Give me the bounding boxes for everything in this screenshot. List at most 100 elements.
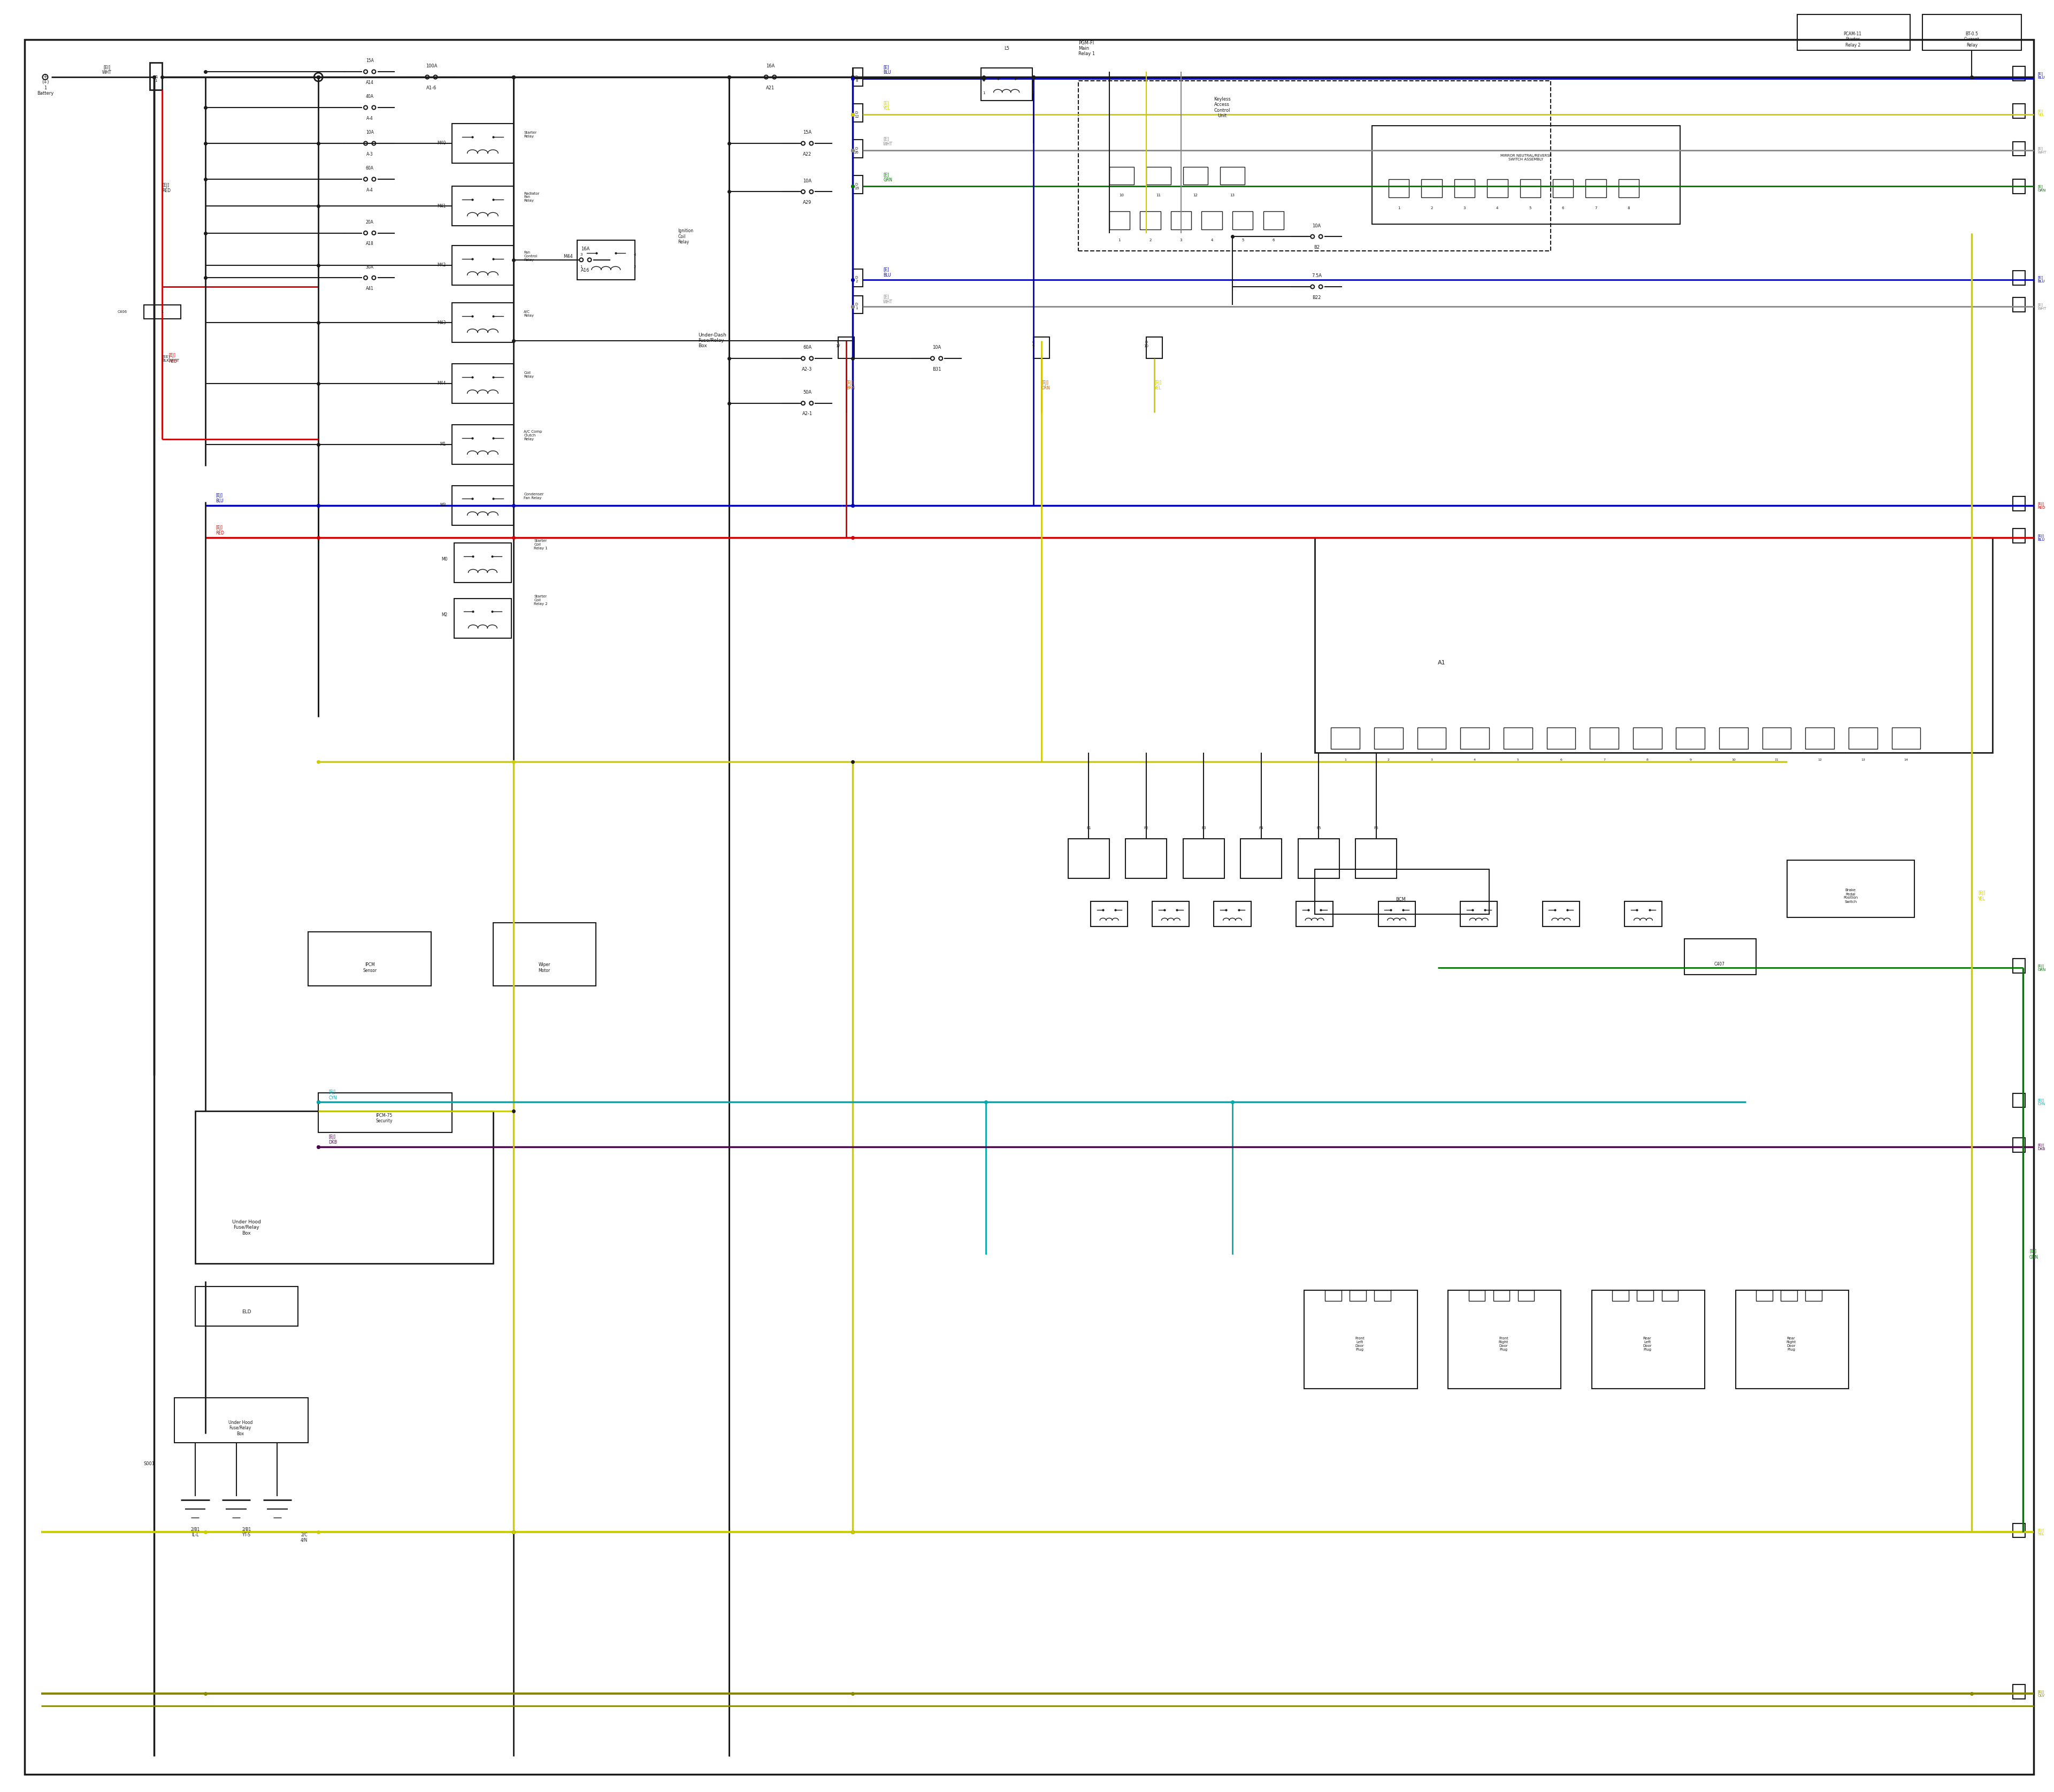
Bar (454, 543, 511, 582)
Bar (1504, 728, 1532, 749)
Bar (1298, 839, 1339, 878)
Circle shape (579, 258, 583, 262)
Bar (454, 599, 511, 638)
Text: M44: M44 (563, 254, 573, 258)
Text: Rear
Left
Door
Plug: Rear Left Door Plug (1643, 1337, 1651, 1351)
Text: [EJ]
CYN: [EJ] CYN (329, 1090, 337, 1100)
Text: 10A: 10A (366, 131, 374, 134)
Text: 3: 3 (1462, 206, 1467, 210)
Bar (2013, 297, 2025, 312)
Text: Starter
Relay: Starter Relay (524, 131, 536, 138)
Bar (852, 176, 863, 194)
Bar (1171, 211, 1191, 229)
Bar (1762, 728, 1791, 749)
Bar (1126, 839, 1167, 878)
Text: A22: A22 (803, 152, 811, 156)
Bar (1146, 167, 1171, 185)
Bar (1421, 179, 1442, 197)
Text: 50A: 50A (803, 391, 811, 394)
Text: A14: A14 (366, 81, 374, 84)
Circle shape (364, 276, 368, 280)
Bar (2013, 66, 2025, 81)
Text: 2: 2 (1148, 238, 1152, 242)
Text: M3: M3 (440, 504, 446, 507)
Text: 1: 1 (1397, 206, 1401, 210)
Text: [EJ]
RED: [EJ] RED (168, 353, 177, 364)
Text: T1
1: T1 1 (154, 75, 158, 82)
Bar (1805, 728, 1834, 749)
Text: A1-6: A1-6 (425, 86, 438, 90)
Text: IPCM
Sensor: IPCM Sensor (364, 962, 376, 973)
Text: 2/C
4/N: 2/C 4/N (300, 1532, 308, 1543)
Text: 7: 7 (1594, 206, 1598, 210)
Text: L5: L5 (1004, 47, 1009, 50)
Circle shape (372, 177, 376, 181)
Text: ELD: ELD (242, 1310, 251, 1314)
Text: 6: 6 (1561, 206, 1565, 210)
Text: [E]
WHT: [E] WHT (2038, 303, 2046, 310)
Bar (1736, 1290, 1849, 1389)
Bar (1892, 728, 1920, 749)
Text: Under Hood
Fuse/Relay
Box: Under Hood Fuse/Relay Box (228, 1421, 253, 1435)
Text: 1: 1 (1343, 758, 1347, 762)
Bar (308, 932, 431, 986)
Circle shape (364, 177, 368, 181)
Circle shape (372, 70, 376, 73)
Text: 1: 1 (160, 310, 164, 314)
Text: [EE]
BLK/WHT: [EE] BLK/WHT (162, 355, 179, 362)
Text: 2: 2 (1430, 206, 1434, 210)
Text: P3: P3 (1202, 826, 1206, 830)
Text: Coil
Relay: Coil Relay (524, 371, 534, 378)
Bar (318, 1093, 452, 1133)
Text: M44: M44 (438, 382, 446, 385)
Text: D
1: D 1 (854, 303, 859, 310)
Bar (452, 486, 514, 525)
Bar (1586, 179, 1606, 197)
Text: D
12: D 12 (854, 111, 859, 118)
Text: [EI]
WHT: [EI] WHT (103, 65, 111, 75)
Text: Keyless
Access
Control
Unit: Keyless Access Control Unit (1214, 97, 1230, 118)
Text: [EJ]
BLU: [EJ] BLU (2038, 534, 2044, 541)
Bar (1109, 211, 1130, 229)
Text: 5: 5 (1241, 238, 1245, 242)
Text: A16: A16 (581, 269, 589, 272)
Text: D
19: D 19 (854, 183, 859, 190)
Text: Wiper
Motor: Wiper Motor (538, 962, 550, 973)
Text: 8: 8 (1645, 758, 1649, 762)
Text: [EJ]
YEL: [EJ] YEL (1978, 891, 1986, 901)
Bar (1183, 839, 1224, 878)
Bar (2013, 1093, 2025, 1107)
Bar (1518, 1290, 1534, 1301)
Text: D
8: D 8 (854, 75, 859, 82)
Bar (452, 246, 514, 285)
Circle shape (433, 75, 438, 79)
Text: 2: 2 (1031, 91, 1035, 95)
Circle shape (809, 190, 813, 194)
Bar (1315, 538, 1992, 753)
Text: C
17: C 17 (836, 340, 840, 348)
Bar (452, 303, 514, 342)
Text: 11: 11 (1156, 194, 1161, 197)
Text: [E]
YEL: [E] YEL (883, 100, 891, 111)
Bar (1078, 81, 1551, 251)
Bar (1849, 728, 1877, 749)
Bar (195, 1287, 298, 1326)
Bar (1469, 1290, 1485, 1301)
Text: 4: 4 (1495, 206, 1499, 210)
Bar (1590, 728, 1619, 749)
Bar (1374, 728, 1403, 749)
Text: M2: M2 (442, 613, 448, 616)
Text: A41: A41 (366, 287, 374, 290)
Text: [E]
WHT: [E] WHT (2038, 147, 2046, 154)
Text: 40A: 40A (366, 95, 374, 99)
Bar (1619, 179, 1639, 197)
Text: Under Hood
Fuse/Relay
Box: Under Hood Fuse/Relay Box (232, 1220, 261, 1235)
Bar (2013, 959, 2025, 973)
Bar (150, 63, 162, 90)
Text: 9: 9 (1688, 758, 1692, 762)
Text: +: + (43, 75, 47, 79)
Bar (1787, 860, 1914, 918)
Circle shape (1319, 235, 1323, 238)
Text: 2/B1
YT-S: 2/B1 YT-S (242, 1527, 251, 1538)
Bar (1152, 901, 1189, 926)
